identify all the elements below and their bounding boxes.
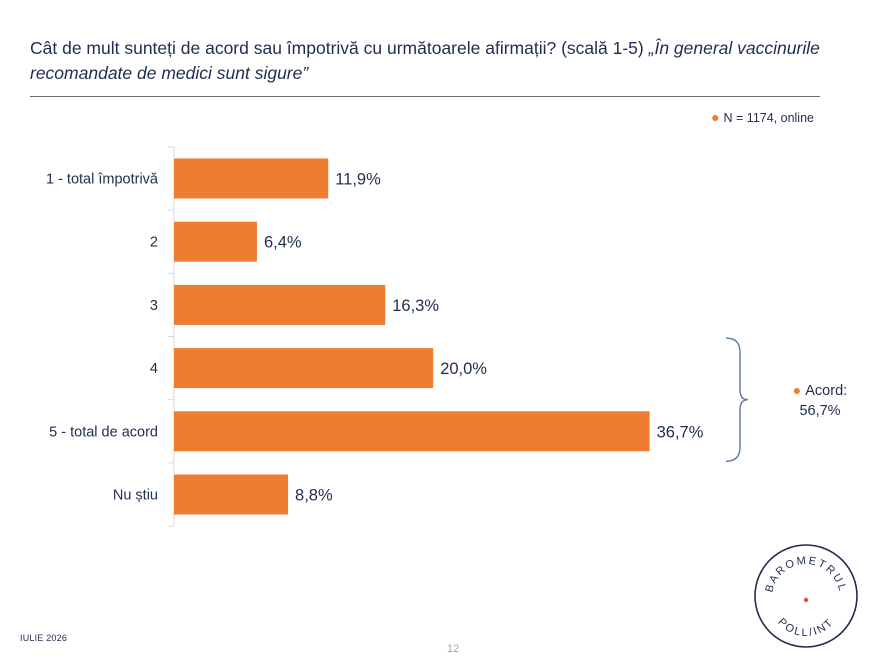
page-number: 12 [447, 643, 460, 655]
logo-top-text: BAROMETRUL [763, 555, 846, 594]
svg-text:BAROMETRUL: BAROMETRUL [763, 555, 848, 594]
page-title: Cât de mult sunteți de acord sau împotri… [30, 36, 830, 86]
category-label: 2 [150, 235, 158, 251]
category-label: 1 - total împotrivă [46, 172, 159, 188]
data-label: 20,0% [440, 360, 487, 378]
category-label: 5 - total de acord [49, 424, 158, 440]
bar [174, 284, 386, 325]
logo-bottom-text: POLL/INT [775, 616, 834, 639]
svg-text:POLL/INT: POLL/INT [775, 616, 836, 639]
data-label: 36,7% [657, 423, 704, 441]
barometrul-logo: BAROMETRUL POLL/INT [754, 544, 858, 648]
annotation-bracket [725, 337, 749, 462]
bar [174, 348, 434, 389]
data-label: 6,4% [264, 234, 302, 252]
bar [174, 221, 257, 262]
legend: ● N = 1174, online [711, 109, 814, 125]
bar [174, 158, 329, 199]
annotation-label: Acord: [805, 383, 848, 399]
annotation-dot-icon: ● [792, 382, 802, 398]
title-divider [30, 96, 820, 97]
data-label: 8,8% [295, 487, 333, 505]
footer-date: IULIE 2026 [20, 633, 68, 643]
category-label: Nu știu [113, 488, 158, 504]
legend-text: N = 1174, online [723, 111, 814, 125]
bar [174, 474, 289, 515]
legend-dot-icon: ● [711, 109, 720, 125]
category-label: 3 [150, 298, 158, 314]
question-text: Cât de mult sunteți de acord sau împotri… [30, 38, 644, 58]
group-annotation: ● Acord: 56,7% [780, 380, 860, 421]
data-label: 16,3% [392, 297, 439, 315]
bar [174, 411, 650, 452]
annotation-value: 56,7% [799, 403, 841, 419]
category-label: 4 [150, 361, 158, 377]
quote-text: „În general vaccinurile recomandate de m… [30, 38, 820, 83]
data-label: 11,9% [335, 171, 381, 189]
